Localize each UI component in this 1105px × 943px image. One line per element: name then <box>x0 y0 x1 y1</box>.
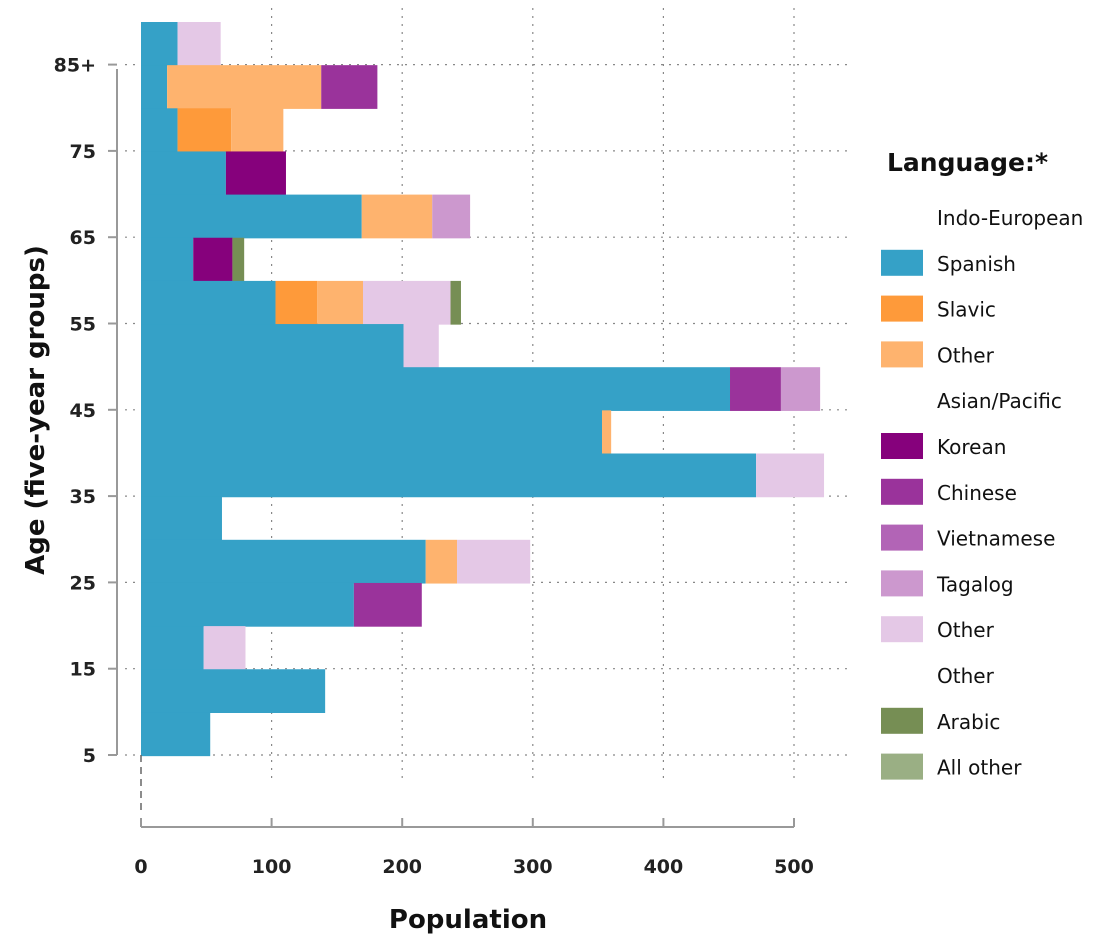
legend-label: Vietnamese <box>937 527 1055 551</box>
bar-chinese-45 <box>730 367 781 411</box>
axes: 5 15 25 35 45 55 65 75 85+ 0 100 200 300 400 500 <box>54 55 814 878</box>
bar-spanish-15 <box>141 626 204 670</box>
y-tick-label: 15 <box>70 659 96 681</box>
legend: Indo-European Spanish Slavic Other Asian/Pac… <box>881 206 1083 780</box>
bar-tagalog-45 <box>780 367 821 411</box>
bar-spanish-35 <box>141 453 757 498</box>
x-tick-label: 100 <box>252 856 292 878</box>
y-tick-label: 85+ <box>54 55 96 77</box>
x-tick-label: 200 <box>382 856 422 878</box>
bar-other-65 <box>361 194 433 239</box>
bar-arabic-55 <box>450 280 461 325</box>
legend-label: Tagalog <box>936 572 1014 596</box>
y-tick-label: 5 <box>83 745 96 767</box>
bar-other-15 <box>203 626 246 670</box>
bar-other-55 <box>317 280 364 325</box>
bar-spanish-25 <box>141 539 426 584</box>
y-tick-label: 25 <box>70 572 96 594</box>
bar-other-25 <box>425 539 458 584</box>
legend-swatch <box>881 753 923 780</box>
legend-swatch <box>881 616 923 643</box>
bar-chinese-20 <box>353 582 422 627</box>
bar-spanish-75 <box>141 108 178 153</box>
legend-label: Other <box>937 618 995 642</box>
legend-label: Other <box>937 343 995 367</box>
bar-other-80 <box>167 65 322 109</box>
bar-spanish-30 <box>141 496 222 541</box>
legend-swatch <box>881 295 923 322</box>
bars <box>141 22 825 757</box>
bar-spanish-20 <box>141 582 354 627</box>
bar-tagalog-65 <box>432 194 471 239</box>
x-tick-label: 500 <box>774 856 814 878</box>
bar-other-25 <box>457 539 531 584</box>
legend-group-label: Asian/Pacific <box>937 389 1062 413</box>
bar-spanish-60 <box>141 237 194 282</box>
bar-spanish-40 <box>141 410 603 455</box>
y-tick-label: 65 <box>70 227 96 249</box>
legend-label: Slavic <box>937 298 996 322</box>
x-tick-label: 0 <box>134 856 147 878</box>
bar-spanish-10 <box>141 669 326 713</box>
y-axis-title: Age (five-year groups) <box>21 245 51 575</box>
bar-arabic-60 <box>232 237 245 282</box>
y-tick-label: 75 <box>70 141 96 163</box>
bar-other-55 <box>363 280 451 325</box>
legend-swatch <box>881 478 923 505</box>
bar-chinese-80 <box>321 65 378 109</box>
bar-slavic-75 <box>177 108 232 153</box>
legend-label: Spanish <box>937 252 1016 276</box>
bar-other-85plus <box>177 22 221 66</box>
bar-other-50 <box>403 324 439 368</box>
legend-swatch <box>881 570 923 597</box>
x-axis-title: Population <box>389 905 547 935</box>
legend-label: Arabic <box>937 710 1000 734</box>
legend-label: All other <box>937 756 1022 780</box>
legend-swatch <box>881 707 923 734</box>
legend-group-label: Other <box>937 664 995 688</box>
bar-other-40 <box>602 410 612 455</box>
bar-slavic-55 <box>275 280 318 325</box>
bar-spanish-85plus <box>141 22 178 66</box>
legend-swatch <box>881 249 923 276</box>
bar-spanish-70 <box>141 151 226 196</box>
bar-spanish-50 <box>141 324 404 368</box>
y-tick-label: 45 <box>70 400 96 422</box>
bar-spanish-5 <box>141 712 211 757</box>
bar-spanish-45 <box>141 367 731 411</box>
legend-title: Language:* <box>887 148 1048 177</box>
bar-spanish-65 <box>141 194 362 239</box>
bar-spanish-55 <box>141 280 276 325</box>
legend-swatch <box>881 524 923 551</box>
x-tick-label: 300 <box>513 856 553 878</box>
x-tick-label: 400 <box>644 856 684 878</box>
bar-korean-70 <box>225 151 286 196</box>
y-tick-label: 55 <box>70 314 96 336</box>
legend-swatch <box>881 433 923 459</box>
legend-group-label: Indo-European <box>937 206 1083 230</box>
bar-spanish-80 <box>141 65 168 109</box>
legend-label: Korean <box>937 435 1006 459</box>
bar-korean-60 <box>193 237 233 282</box>
bar-other-75 <box>231 108 284 153</box>
bar-other-35 <box>756 453 825 498</box>
y-tick-label: 35 <box>70 486 96 508</box>
legend-label: Chinese <box>937 481 1017 505</box>
legend-swatch <box>881 341 923 368</box>
